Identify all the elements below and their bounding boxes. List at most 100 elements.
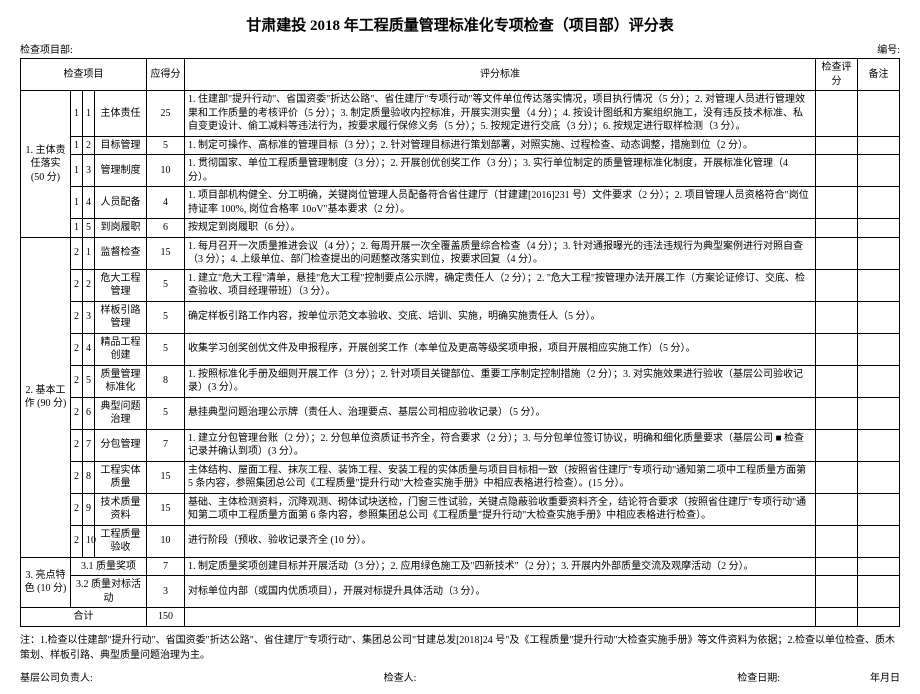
group-1: 1. 主体责任落实 (50 分) — [21, 91, 71, 238]
row-label: 到岗履职 — [95, 219, 147, 238]
note-cell[interactable] — [858, 525, 900, 557]
check-cell[interactable] — [816, 155, 858, 187]
row-label: 危大工程管理 — [95, 269, 147, 301]
row-score: 7 — [147, 429, 185, 461]
note-cell[interactable] — [858, 155, 900, 187]
row-score: 15 — [147, 237, 185, 269]
check-cell[interactable] — [816, 91, 858, 137]
row-std: 1. 住建部"提升行动"、省国资委"折达公路"、省住建厅"专项行动"等文件单位传… — [185, 91, 816, 137]
note-cell[interactable] — [858, 429, 900, 461]
note-cell[interactable] — [858, 237, 900, 269]
row-n: 1 — [71, 136, 83, 155]
row-score: 8 — [147, 365, 185, 397]
note-cell[interactable] — [858, 301, 900, 333]
check-cell[interactable] — [816, 219, 858, 238]
note-cell[interactable] — [858, 576, 900, 608]
row-label: 技术质量资料 — [95, 493, 147, 525]
note-cell[interactable] — [858, 365, 900, 397]
row-std: 1. 制定可操作、高标准的管理目标（3 分）；2. 针对管理目标进行策划部署，对… — [185, 136, 816, 155]
row-idx: 6 — [83, 397, 95, 429]
row-n: 2 — [71, 365, 83, 397]
check-cell[interactable] — [816, 525, 858, 557]
row-score: 5 — [147, 269, 185, 301]
row-score: 4 — [147, 187, 185, 219]
row-score: 5 — [147, 301, 185, 333]
check-cell[interactable] — [816, 557, 858, 576]
row-label: 3.1 质量奖项 — [71, 557, 147, 576]
check-cell[interactable] — [816, 608, 858, 627]
note-cell[interactable] — [858, 461, 900, 493]
note-cell[interactable] — [858, 91, 900, 137]
row-n: 1 — [71, 91, 83, 137]
row-idx: 4 — [83, 333, 95, 365]
row-score: 5 — [147, 333, 185, 365]
row-score: 15 — [147, 493, 185, 525]
row-label: 监督检查 — [95, 237, 147, 269]
row-std: 主体结构、屋面工程、抹灰工程、装饰工程、安装工程的实体质量与项目目标相一致（按照… — [185, 461, 816, 493]
row-std: 对标单位内部（或国内优质项目），开展对标提升具体活动（3 分）。 — [185, 576, 816, 608]
note-cell[interactable] — [858, 333, 900, 365]
note-cell[interactable] — [858, 219, 900, 238]
row-n: 1 — [71, 187, 83, 219]
check-cell[interactable] — [816, 301, 858, 333]
row-label: 主体责任 — [95, 91, 147, 137]
check-cell[interactable] — [816, 136, 858, 155]
row-std: 1. 制定质量奖项创建目标并开展活动（3 分）；2. 应用绿色施工及"四新技术"… — [185, 557, 816, 576]
row-label: 工程质量验收 — [95, 525, 147, 557]
row-std: 按规定到岗履职（6 分）。 — [185, 219, 816, 238]
check-cell[interactable] — [816, 576, 858, 608]
row-idx: 3 — [83, 301, 95, 333]
check-cell[interactable] — [816, 333, 858, 365]
row-n: 2 — [71, 301, 83, 333]
check-cell[interactable] — [816, 269, 858, 301]
row-std: 确定样板引路工作内容，按单位示范文本验收、交底、培训、实施，明确实施责任人（5 … — [185, 301, 816, 333]
check-cell[interactable] — [816, 187, 858, 219]
row-std: 1. 每月召开一次质量推进会议（4 分）；2. 每周开展一次全覆盖质量综合检查（… — [185, 237, 816, 269]
note-cell[interactable] — [858, 136, 900, 155]
row-score: 10 — [147, 155, 185, 187]
check-cell[interactable] — [816, 461, 858, 493]
note-cell[interactable] — [858, 269, 900, 301]
note-cell[interactable] — [858, 608, 900, 627]
header-left: 检查项目部: — [20, 41, 73, 56]
row-idx: 5 — [83, 365, 95, 397]
check-cell[interactable] — [816, 365, 858, 397]
row-idx: 7 — [83, 429, 95, 461]
row-n: 2 — [71, 525, 83, 557]
row-label: 3.2 质量对标活动 — [71, 576, 147, 608]
check-cell[interactable] — [816, 237, 858, 269]
total-std — [185, 608, 816, 627]
row-score: 6 — [147, 219, 185, 238]
row-label: 典型问题治理 — [95, 397, 147, 429]
row-n: 2 — [71, 461, 83, 493]
row-score: 10 — [147, 525, 185, 557]
page-title: 甘肃建投 2018 年工程质量管理标准化专项检查（项目部）评分表 — [20, 14, 900, 35]
check-cell[interactable] — [816, 429, 858, 461]
footer-date: 年月日 — [780, 669, 900, 684]
row-std: 1. 建立分包管理台账（2 分）；2. 分包单位资质证书齐全，符合要求（2 分）… — [185, 429, 816, 461]
row-std: 进行阶段（预收、验收记录齐全 (10 分）。 — [185, 525, 816, 557]
row-score: 3 — [147, 576, 185, 608]
row-idx: 2 — [83, 136, 95, 155]
header-right: 编号: — [877, 41, 900, 56]
row-label: 管理制度 — [95, 155, 147, 187]
row-score: 5 — [147, 136, 185, 155]
note-cell[interactable] — [858, 397, 900, 429]
notes: 注：1.检查以住建部"提升行动"、省国资委"折达公路"、省住建厅"专项行动"、集… — [20, 633, 900, 663]
row-n: 2 — [71, 333, 83, 365]
note-cell[interactable] — [858, 187, 900, 219]
col-score: 应得分 — [147, 59, 185, 91]
row-n: 2 — [71, 237, 83, 269]
col-note: 备注 — [858, 59, 900, 91]
footer-mid: 检查人: — [273, 669, 526, 684]
row-score: 7 — [147, 557, 185, 576]
check-cell[interactable] — [816, 397, 858, 429]
note-cell[interactable] — [858, 493, 900, 525]
row-idx: 1 — [83, 91, 95, 137]
note-cell[interactable] — [858, 557, 900, 576]
check-cell[interactable] — [816, 493, 858, 525]
row-label: 质量管理标准化 — [95, 365, 147, 397]
row-label: 精品工程创建 — [95, 333, 147, 365]
col-check: 检查评分 — [816, 59, 858, 91]
row-idx: 10 — [83, 525, 95, 557]
